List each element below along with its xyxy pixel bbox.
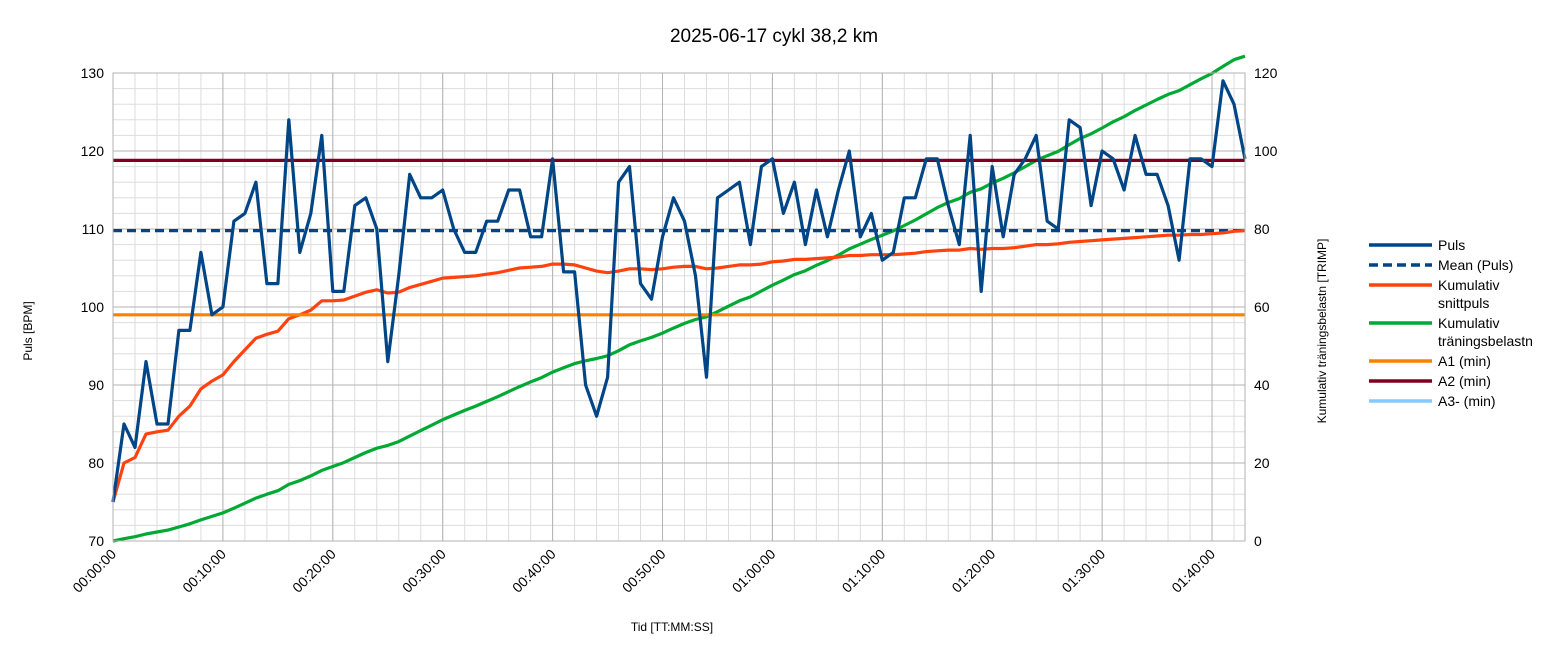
series-line — [111, 229, 1246, 503]
legend-label: A3- (min) — [1438, 393, 1496, 409]
y-axis-label: Puls [BPM] — [21, 301, 35, 360]
legend-label: Puls — [1438, 237, 1465, 253]
x-tick-label: 01:40:00 — [1168, 546, 1218, 596]
y2-tick-label: 100 — [1254, 143, 1278, 159]
legend-label: Kumulativ — [1438, 277, 1499, 293]
series-line — [112, 54, 1246, 543]
y-tick-label: 70 — [88, 533, 104, 549]
legend-label: A1 (min) — [1438, 353, 1491, 369]
y-tick-label: 100 — [81, 299, 105, 315]
x-axis-label: Tid [TT:MM:SS] — [631, 620, 713, 634]
y2-axis-label: Kumulativ träningsbelastn [TRIMP] — [1315, 239, 1329, 424]
legend: Puls Mean (Puls) Kumulativ snittpuls Kumulat… — [1369, 237, 1533, 409]
x-tick-label: 01:30:00 — [1058, 546, 1108, 596]
y-tick-label: 120 — [81, 143, 105, 159]
y2-tick-label: 80 — [1254, 221, 1270, 237]
legend-label: A2 (min) — [1438, 373, 1491, 389]
y-tick-label: 80 — [88, 455, 104, 471]
x-tick-label: 01:20:00 — [948, 546, 998, 596]
y2-tick-label: 40 — [1254, 377, 1270, 393]
x-tick-label: 00:50:00 — [619, 546, 669, 596]
x-tick-label: 01:10:00 — [839, 546, 889, 596]
y-tick-label: 130 — [81, 65, 105, 81]
grid — [112, 72, 1245, 542]
legend-label: träningsbelastn — [1438, 333, 1533, 349]
x-tick-label: 00:10:00 — [179, 546, 229, 596]
series-line — [111, 79, 1247, 503]
x-tick-label: 01:00:00 — [729, 546, 779, 596]
legend-label: Kumulativ — [1438, 315, 1499, 331]
y2-tick-label: 60 — [1254, 299, 1270, 315]
chart-title: 2025-06-17 cykl 38,2 km — [670, 26, 878, 47]
legend-label: snittpuls — [1438, 295, 1489, 311]
legend-label: Mean (Puls) — [1438, 257, 1513, 273]
y2-tick-label: 0 — [1254, 533, 1262, 549]
series-lines — [111, 54, 1247, 543]
plot-frame — [112, 72, 1246, 542]
x-tick-label: 00:20:00 — [289, 546, 339, 596]
x-tick-label: 00:00:00 — [69, 546, 119, 596]
x-tick-label: 00:30:00 — [399, 546, 449, 596]
y-tick-label: 90 — [88, 377, 104, 393]
y2-tick-label: 120 — [1254, 65, 1278, 81]
ticks: 00:00:00 00:10:00 00:20:00 00:30:00 00:40:00… — [69, 65, 1277, 596]
y2-tick-label: 20 — [1254, 455, 1270, 471]
x-tick-label: 00:40:00 — [509, 546, 559, 596]
y-tick-label: 110 — [82, 221, 105, 237]
